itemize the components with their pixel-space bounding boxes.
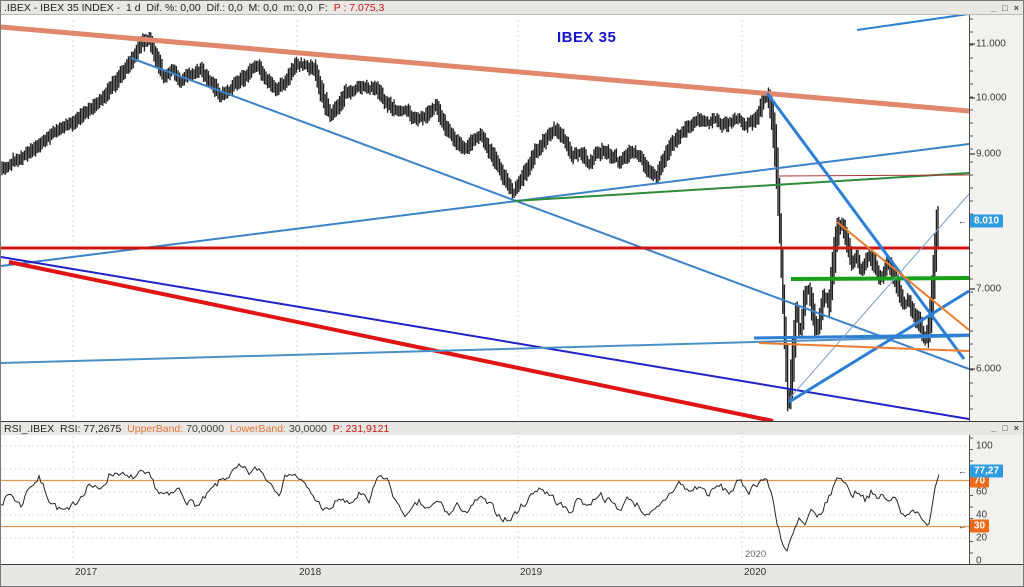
price-axis-label: 6.000 xyxy=(976,363,1002,375)
rsi-inner-year-label: 2020 xyxy=(745,549,767,560)
year-label: 2017 xyxy=(75,567,98,578)
rsi-header-bar: RSI_.IBEX RSI: 77,2675 UpperBand: 70,000… xyxy=(1,421,1023,435)
chart-watermark-title: IBEX 35 xyxy=(557,29,617,46)
rsi-upperband-label: UpperBand: xyxy=(127,422,184,435)
rsi-lowerband-badge: 30 xyxy=(970,519,990,533)
rsi-axis-label: 60 xyxy=(976,486,988,498)
rsi-chart-area[interactable] xyxy=(1,435,969,564)
rsi-lowerband-label: LowerBand: xyxy=(229,422,286,435)
close-icon[interactable]: × xyxy=(1013,3,1019,13)
rsi-value-arrow: ← xyxy=(958,466,967,476)
price-axis-label: 7.000 xyxy=(976,283,1002,295)
maximize-icon[interactable]: □ xyxy=(1002,423,1008,433)
price-marker-arrow: ← xyxy=(958,216,967,226)
main-window-controls: _ □ × xyxy=(991,3,1019,13)
rsi-p-value: P: 231,9121 xyxy=(332,422,390,435)
rsi-marker-arrow: ← xyxy=(958,521,967,531)
rsi-axis-label: 20 xyxy=(976,532,988,544)
minimize-icon[interactable]: _ xyxy=(991,423,997,433)
rsi-axis-label: 0 xyxy=(976,555,982,567)
close-icon[interactable]: × xyxy=(1013,423,1019,433)
maximize-icon[interactable]: □ xyxy=(1002,3,1008,13)
year-label: 2019 xyxy=(520,567,543,578)
main-chart-area[interactable] xyxy=(1,15,969,421)
rsi-window-controls: _ □ × xyxy=(991,423,1019,433)
symbol-title: .IBEX - IBEX 35 INDEX - 1 d xyxy=(4,1,147,14)
time-axis-bar xyxy=(1,564,1023,586)
rsi-axis-label: 40 xyxy=(976,509,988,521)
rsi-axis-label: 100 xyxy=(976,440,993,452)
main-title-bar: .IBEX - IBEX 35 INDEX - 1 d Dif. %: 0,00… xyxy=(1,1,1023,15)
price-axis-label: 11.000 xyxy=(976,38,1006,50)
title-stats: Dif. %: 0,00 Dif.: 0,0 M: 0,0 m: 0,0 F: xyxy=(146,1,334,14)
year-label: 2020 xyxy=(744,567,767,578)
rsi-upperband-badge: 70 xyxy=(970,474,990,488)
price-axis-label: 9.000 xyxy=(976,148,1002,160)
last-price-badge: 8.010 xyxy=(970,214,1004,228)
title-price: P : 7.075,3 xyxy=(333,1,385,14)
rsi-value-badge: 77,27 xyxy=(970,464,1004,478)
rsi-name-value: RSI_.IBEX RSI: 77,2675 xyxy=(4,422,128,435)
minimize-icon[interactable]: _ xyxy=(991,3,997,13)
rsi-upperband-value: 70,0000 xyxy=(183,422,230,435)
year-label: 2018 xyxy=(299,567,322,578)
price-axis-label: 10.000 xyxy=(976,92,1007,104)
rsi-lowerband-value: 30,0000 xyxy=(285,422,333,435)
